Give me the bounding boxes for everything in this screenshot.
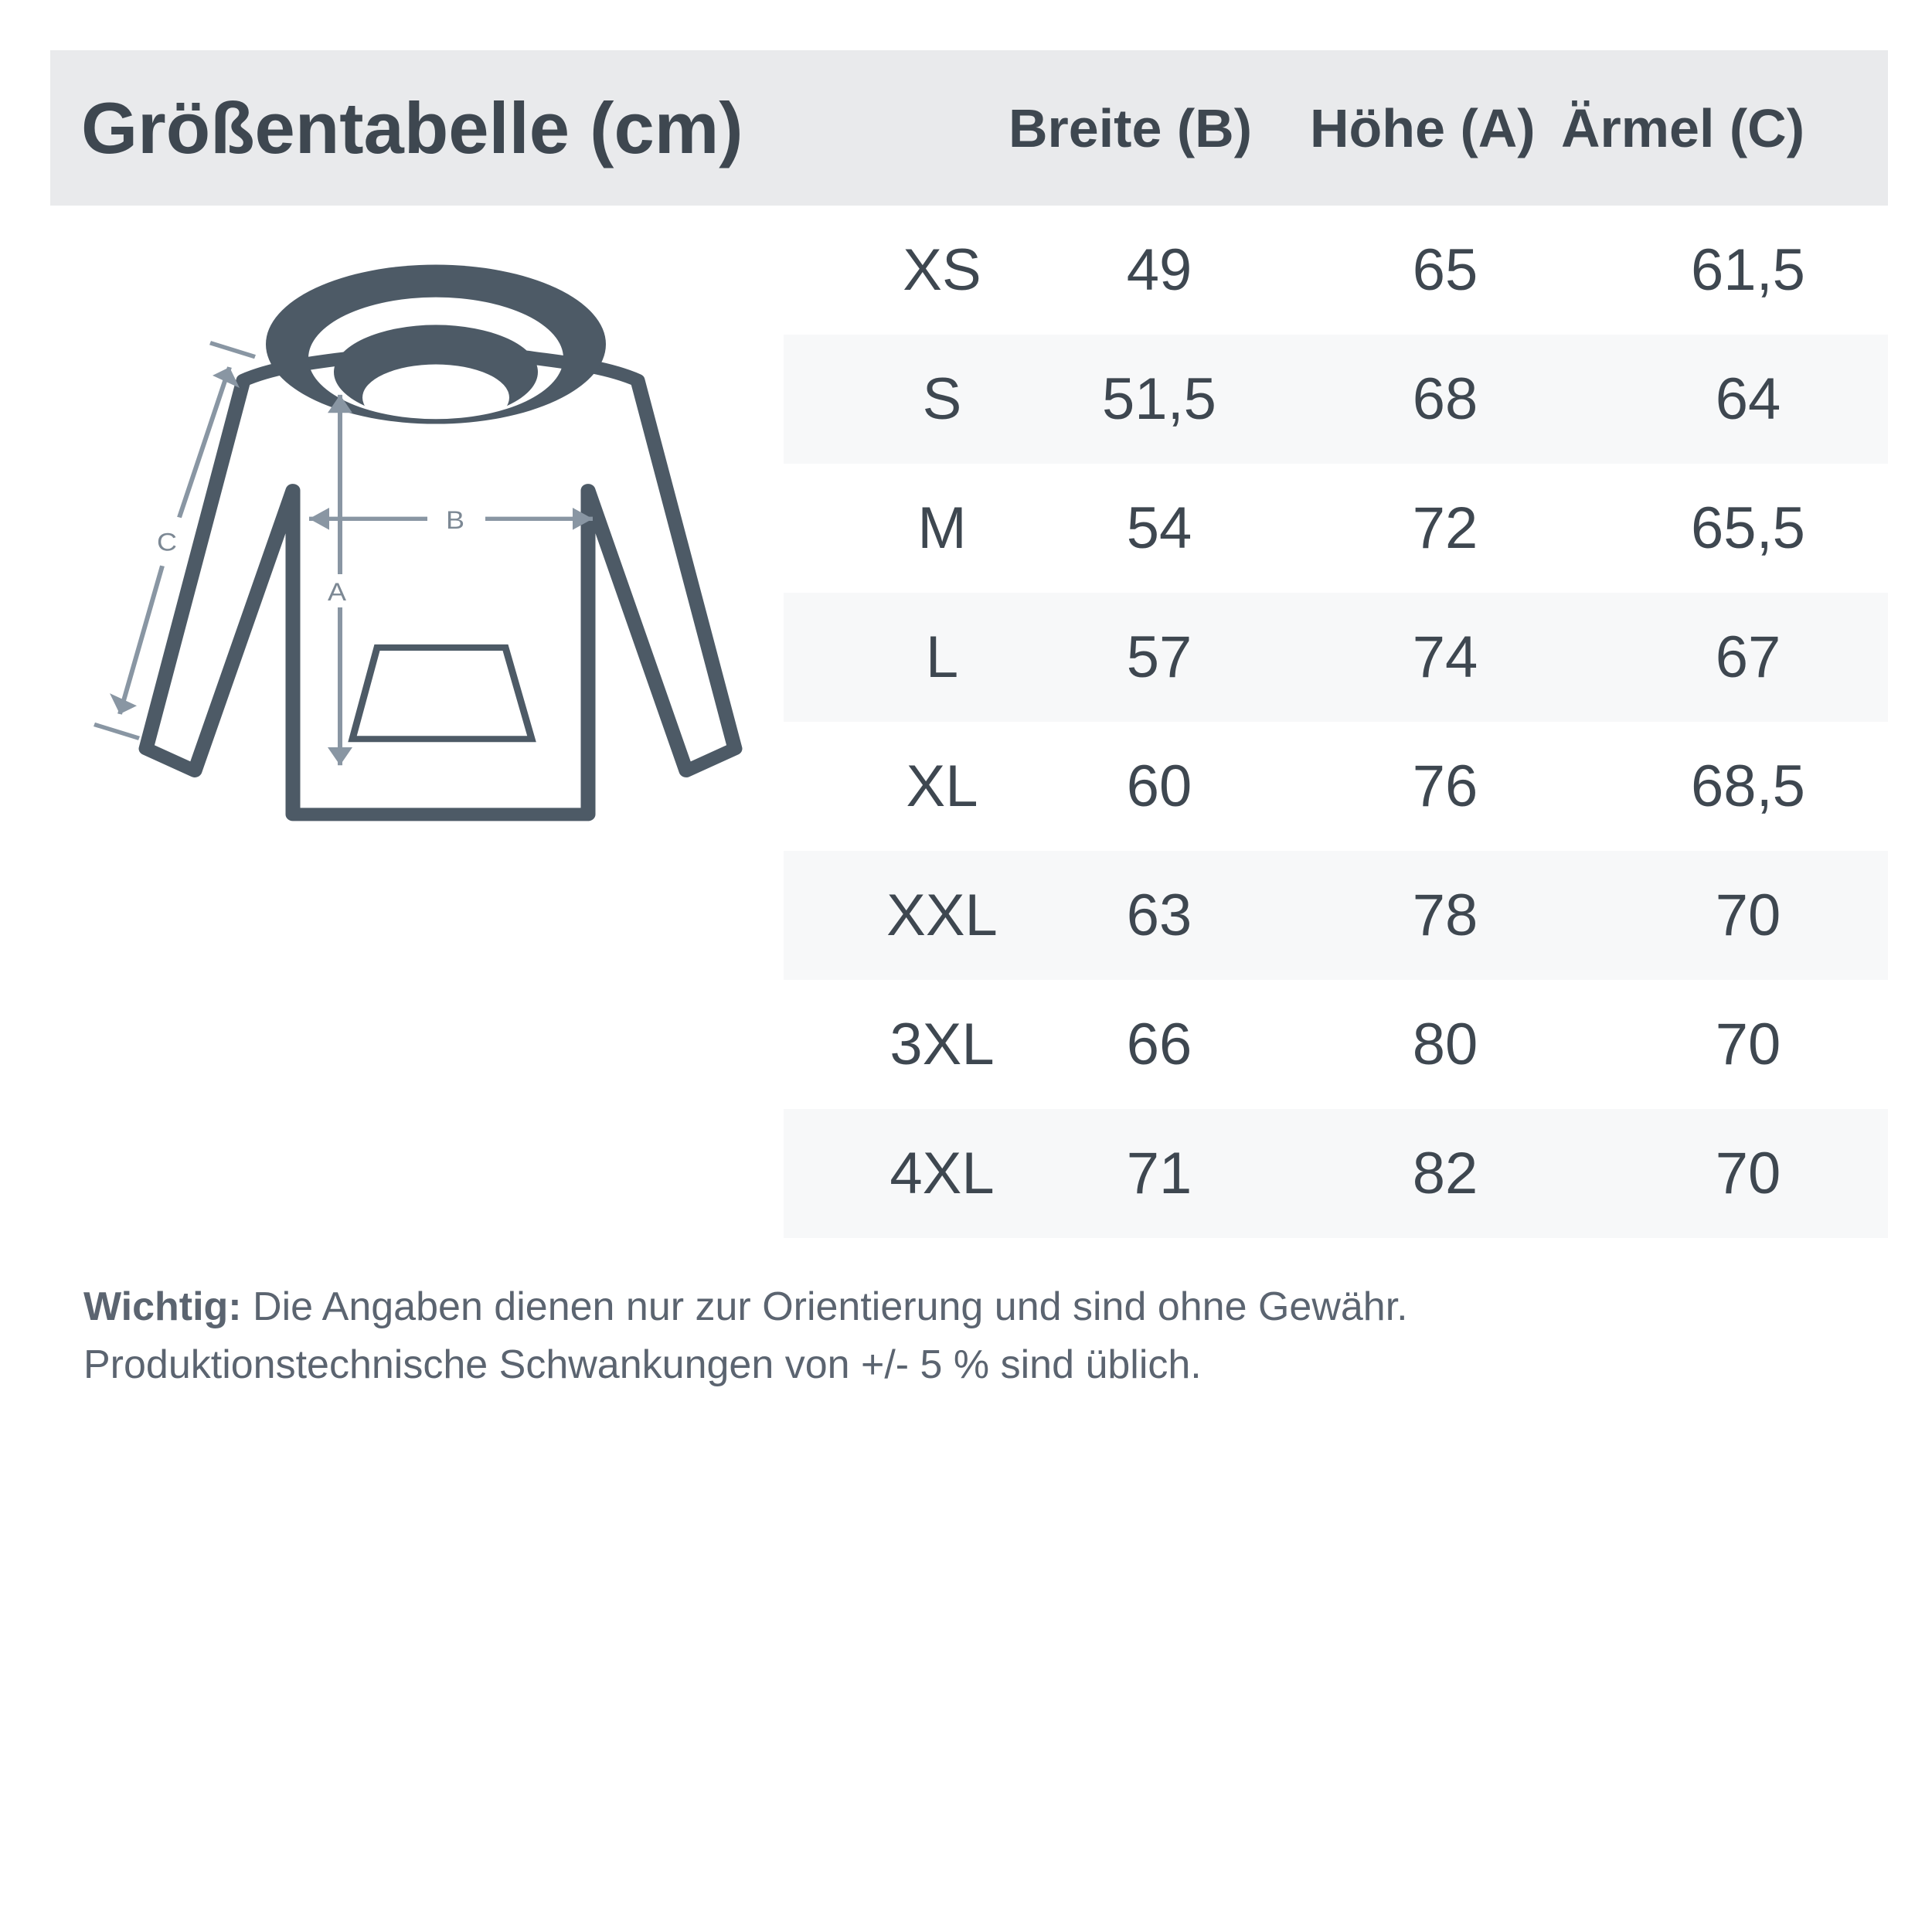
svg-text:C: C [157,529,177,556]
svg-text:B: B [446,507,464,535]
svg-text:A: A [328,579,346,607]
